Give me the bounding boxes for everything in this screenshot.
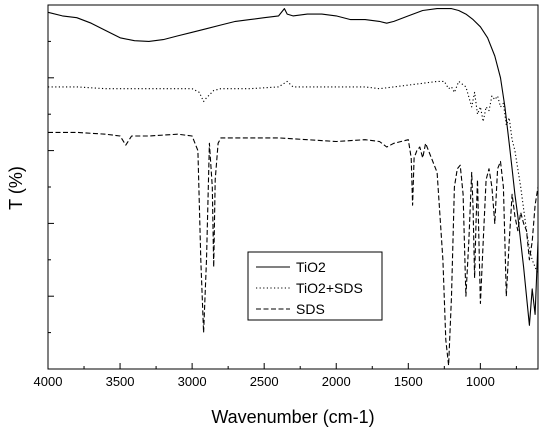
legend-box — [247, 251, 383, 321]
x-tick-label-2000: 2000 — [322, 374, 351, 389]
y-axis-title: T (%) — [6, 166, 26, 210]
series-layer — [47, 8, 539, 366]
x-tick-label-3000: 3000 — [178, 374, 207, 389]
series-line-tio2 — [47, 8, 539, 326]
x-tick-label-4000: 4000 — [34, 374, 63, 389]
legend-label-2: SDS — [296, 301, 325, 317]
x-tick-label-2500: 2500 — [250, 374, 279, 389]
x-tick-label-3500: 3500 — [106, 374, 135, 389]
x-tick-label-1000: 1000 — [466, 374, 495, 389]
legend-label-1: TiO2+SDS — [296, 280, 363, 296]
series-line-sds — [48, 131, 539, 366]
x-tick-label-1500: 1500 — [394, 374, 423, 389]
x-axis-title: Wavenumber (cm-1) — [211, 407, 374, 427]
series-line-tio2-sds — [48, 80, 539, 275]
x-axis: 4000 3500 3000 2500 2000 1500 1000 — [34, 363, 517, 389]
legend-label-0: TiO2 — [296, 259, 326, 275]
legend: TiO2 TiO2+SDS SDS — [247, 251, 383, 321]
y-axis — [48, 4, 54, 334]
